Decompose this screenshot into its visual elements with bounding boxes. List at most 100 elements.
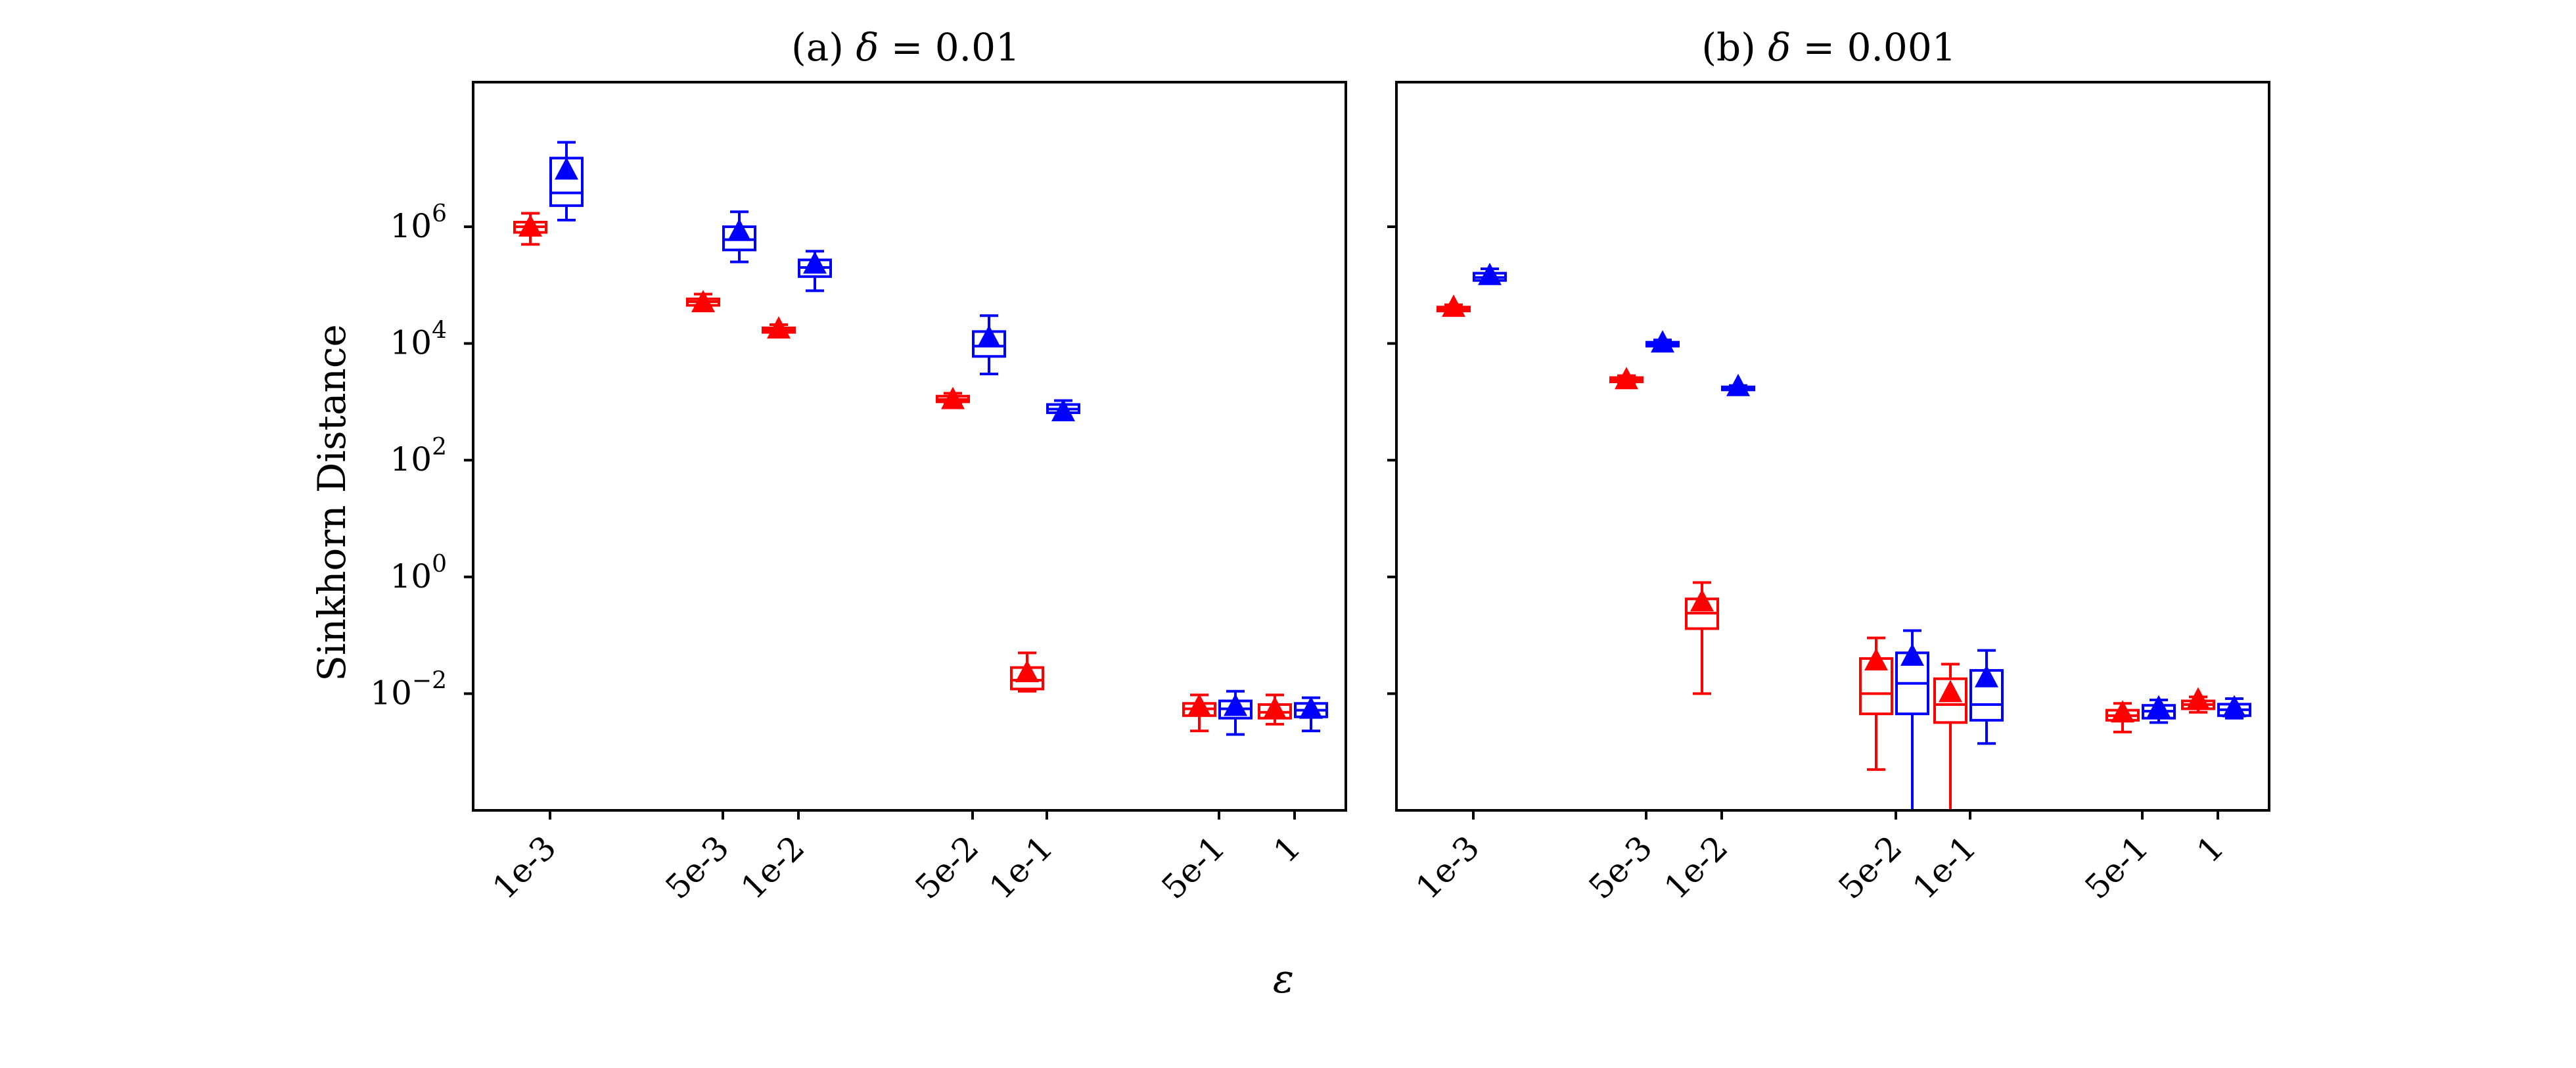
box-blue-5e-1 [1218, 689, 1253, 736]
y-tick-exponent: 0 [432, 551, 447, 578]
mean-marker [1651, 330, 1674, 353]
mean-marker [555, 157, 578, 180]
box-red-1e-1 [1010, 651, 1044, 693]
y-tick-base: 10 [370, 674, 412, 712]
mean-marker [1975, 664, 1998, 687]
mean-marker [1615, 367, 1638, 390]
box-red-5e-3 [1609, 367, 1644, 390]
y-tick-label: 100 [390, 551, 447, 595]
mean-marker [941, 386, 965, 409]
y-tick-base: 10 [390, 557, 432, 595]
mean-marker [1864, 648, 1888, 671]
box-red-1e-3 [1437, 294, 1471, 317]
y-tick-label: 102 [390, 434, 447, 478]
box-blue-5e-3 [722, 210, 756, 264]
box-blue-5e-2 [972, 314, 1006, 376]
x-tick-label: 5e-3 [658, 828, 737, 906]
box-red-1e-2 [1685, 581, 1719, 695]
box-red-1e-2 [762, 316, 796, 339]
mean-marker [1187, 693, 1211, 716]
panel-a-boxes [513, 141, 1328, 736]
mean-marker [1051, 398, 1075, 421]
y-tick-exponent: 4 [432, 317, 447, 344]
mean-marker [1939, 680, 1962, 703]
box-blue-1e-2 [1721, 373, 1755, 396]
mean-marker [2147, 695, 2171, 718]
panel-b-title-suffix: = 0.001 [1791, 25, 1956, 70]
box-blue-1e-1 [1046, 398, 1080, 421]
x-tick-label: 1e-1 [1906, 828, 1984, 906]
panel-a-title-symbol: δ [856, 25, 879, 70]
panel-b-title-prefix: (b) [1701, 25, 1768, 70]
box-blue-1e-1 [1969, 649, 2004, 745]
panel-a-frame [472, 81, 1347, 812]
y-tick-label: 104 [390, 317, 447, 362]
panel-b-frame [1395, 81, 2270, 812]
x-tick-label: 5e-1 [1155, 828, 1233, 906]
mean-marker [767, 316, 791, 339]
mean-marker [1690, 589, 1714, 612]
x-tick-label: 1e-3 [1409, 828, 1487, 906]
box-red-1e-3 [513, 212, 547, 246]
x-tick-label: 5e-3 [1582, 828, 1660, 906]
panel-a-title-prefix: (a) [791, 25, 856, 70]
box-red-1 [2181, 687, 2215, 714]
x-tick-label: 5e-2 [1831, 828, 1910, 906]
panel-b-y-ticks [1387, 225, 1396, 695]
y-tick-base: 10 [390, 207, 432, 245]
panel-b-x-ticks: 1e-3 5e-31e-2 5e-21e-1 5e-1 1 [1409, 810, 2232, 906]
panel-b-title: (b) δ = 0.001 [1701, 25, 1956, 70]
box-blue-5e-2 [1895, 629, 1929, 810]
x-tick-label: 1e-3 [486, 828, 564, 906]
x-tick-label: 1e-2 [1657, 828, 1736, 906]
mean-marker [803, 251, 827, 274]
mean-marker [691, 290, 715, 313]
box-blue-5e-1 [2142, 695, 2176, 724]
mean-marker [1224, 693, 1247, 716]
box-blue-1e-3 [1473, 262, 1507, 285]
box-red-5e-2 [936, 386, 970, 409]
mean-marker [1900, 643, 1924, 666]
x-tick-label: 1 [2190, 828, 2232, 870]
mean-marker [1299, 696, 1323, 719]
y-tick-label: 10−2 [370, 667, 447, 712]
mean-marker [2222, 695, 2246, 718]
x-tick-label: 5e-2 [908, 828, 986, 906]
x-tick-label: 1e-1 [982, 828, 1061, 906]
mean-marker [1478, 262, 1502, 285]
x-axis-label: ε [1273, 956, 1294, 1002]
box-red-5e-1 [1182, 693, 1216, 733]
y-tick-exponent: 2 [432, 434, 447, 461]
mean-marker [1442, 294, 1465, 317]
mean-marker [1726, 373, 1750, 396]
panel-b-boxes [1437, 262, 2251, 810]
box-red-5e-3 [686, 290, 720, 313]
box-blue-1 [1294, 696, 1328, 733]
box-red-5e-1 [2105, 700, 2140, 733]
y-tick-label: 106 [390, 200, 447, 245]
panel-a-title-suffix: = 0.01 [879, 25, 1020, 70]
mean-marker [518, 214, 542, 237]
x-tick-label: 1e-2 [734, 828, 812, 906]
box-red-1e-1 [1933, 662, 1967, 810]
box-blue-1e-2 [798, 250, 832, 292]
x-tick-label: 5e-1 [2078, 828, 2156, 906]
mean-marker [2111, 700, 2134, 723]
mean-marker [1263, 696, 1287, 719]
y-tick-exponent: −2 [412, 667, 447, 694]
panel-b-title-symbol: δ [1768, 25, 1791, 70]
mean-marker [1015, 659, 1039, 682]
box-blue-1e-3 [549, 141, 584, 221]
y-tick-exponent: 6 [432, 200, 447, 227]
panel-b: (b) δ = 0.001 1e-3 5e-31e-2 5e-21e-1 5e-1 1 [1387, 25, 2270, 906]
y-tick-base: 10 [390, 440, 432, 478]
box-red-5e-2 [1859, 636, 1893, 771]
box-blue-1 [2217, 695, 2251, 720]
mean-marker [727, 218, 751, 241]
mean-marker [977, 325, 1001, 348]
y-axis-label: Sinkhorn Distance [310, 324, 354, 681]
panel-a-x-ticks: 1e-3 5e-31e-2 5e-21e-1 5e-1 1 [486, 810, 1308, 906]
mean-marker [2186, 687, 2210, 710]
